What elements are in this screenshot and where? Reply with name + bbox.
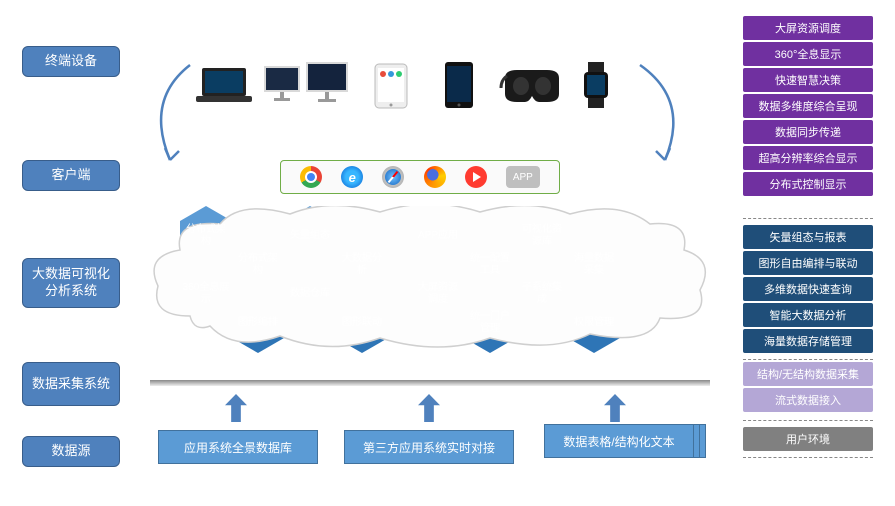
arrow-right xyxy=(620,60,700,170)
right-item: 360°全息显示 xyxy=(743,42,873,66)
right-item: 海量数据存储管理 xyxy=(743,329,873,353)
vr-headset-icon xyxy=(497,60,567,110)
right-item: 大屏资源调度 xyxy=(743,16,873,40)
right-item: 图形自由编排与联动 xyxy=(743,251,873,275)
ie-icon: e xyxy=(341,166,363,188)
hex-node: 分布式架构 xyxy=(232,235,284,295)
hex-node: 可视化资源库 xyxy=(516,206,568,266)
chrome-icon xyxy=(300,166,322,188)
hex-node: 数据仓库 xyxy=(284,264,336,324)
right-item: 多维数据快速查询 xyxy=(743,277,873,301)
browsers-bar: e APP xyxy=(280,160,560,194)
arrow-left xyxy=(140,60,220,170)
hex-node: 分布式架构 xyxy=(180,206,232,266)
play-icon xyxy=(465,166,487,188)
tablet-white-icon xyxy=(361,60,421,110)
label-vis-system: 大数据可视化分析系统 xyxy=(22,258,120,308)
right-item: 数据同步传递 xyxy=(743,120,873,144)
hex-node: 大屏资源调度 xyxy=(412,264,464,324)
label-client: 客户端 xyxy=(22,160,120,191)
right-panel-top: 大屏资源调度360°全息显示快速智慧决策数据多维度综合呈现数据同步传递超高分辨率… xyxy=(743,16,873,198)
tablet-black-icon xyxy=(429,60,489,110)
right-item: 分布式控制显示 xyxy=(743,172,873,196)
hex-node: 360全息展示 xyxy=(180,264,232,324)
hex-node: 统一配置工具 xyxy=(464,235,516,295)
right-panel-env: 用户环境 xyxy=(743,414,873,464)
label-collect: 数据采集系统 xyxy=(22,362,120,406)
right-item: 超高分辨率综合显示 xyxy=(743,146,873,170)
hex-node: 海量数据采集 xyxy=(568,235,620,295)
right-item: 结构/无结构数据采集 xyxy=(743,362,873,386)
hex-node: 图形联动 xyxy=(336,293,388,353)
hex-node: APP应用 xyxy=(412,206,464,266)
collect-bar xyxy=(150,380,710,386)
hex-node: 图形编排 xyxy=(232,293,284,353)
monitors-icon xyxy=(262,60,352,110)
right-item: 智能大数据分析 xyxy=(743,303,873,327)
right-item: 矢量组态与报表 xyxy=(743,225,873,249)
label-terminal: 终端设备 xyxy=(22,46,120,77)
source-a: 应用系统全景数据库 xyxy=(158,430,318,464)
env-box: 用户环境 xyxy=(743,427,873,451)
app-badge: APP xyxy=(506,166,540,188)
label-source: 数据源 xyxy=(22,436,120,467)
source-b: 第三方应用系统实时对接 xyxy=(344,430,514,464)
right-item: 数据多维度综合呈现 xyxy=(743,94,873,118)
right-item: 流式数据接入 xyxy=(743,388,873,412)
hex-node: 大数据分析 xyxy=(336,235,388,295)
cloud-area: 分布式架构360全息展示分布式架构图形编排矢量组态数据仓库大数据分析图形联动 AP… xyxy=(150,206,710,351)
up-arrow-1 xyxy=(225,394,247,422)
hex-node: 权限管理 xyxy=(568,293,620,353)
hex-node: 统一门户管理 xyxy=(464,293,516,353)
hex-node: 子系统集成 xyxy=(516,264,568,324)
source-c-stack: 数据表格/结构化文本 xyxy=(544,424,704,464)
right-panel-collect: 结构/无结构数据采集流式数据接入 xyxy=(743,362,873,414)
right-item: 快速智慧决策 xyxy=(743,68,873,92)
devices-row xyxy=(190,40,620,110)
safari-icon xyxy=(382,166,404,188)
firefox-icon xyxy=(424,166,446,188)
right-panel-mid: 矢量组态与报表图形自由编排与联动多维数据快速查询智能大数据分析海量数据存储管理 xyxy=(743,212,873,366)
smartwatch-icon xyxy=(576,60,616,110)
up-arrow-3 xyxy=(604,394,626,422)
up-arrow-2 xyxy=(418,394,440,422)
hex-node: 矢量组态 xyxy=(284,206,336,266)
